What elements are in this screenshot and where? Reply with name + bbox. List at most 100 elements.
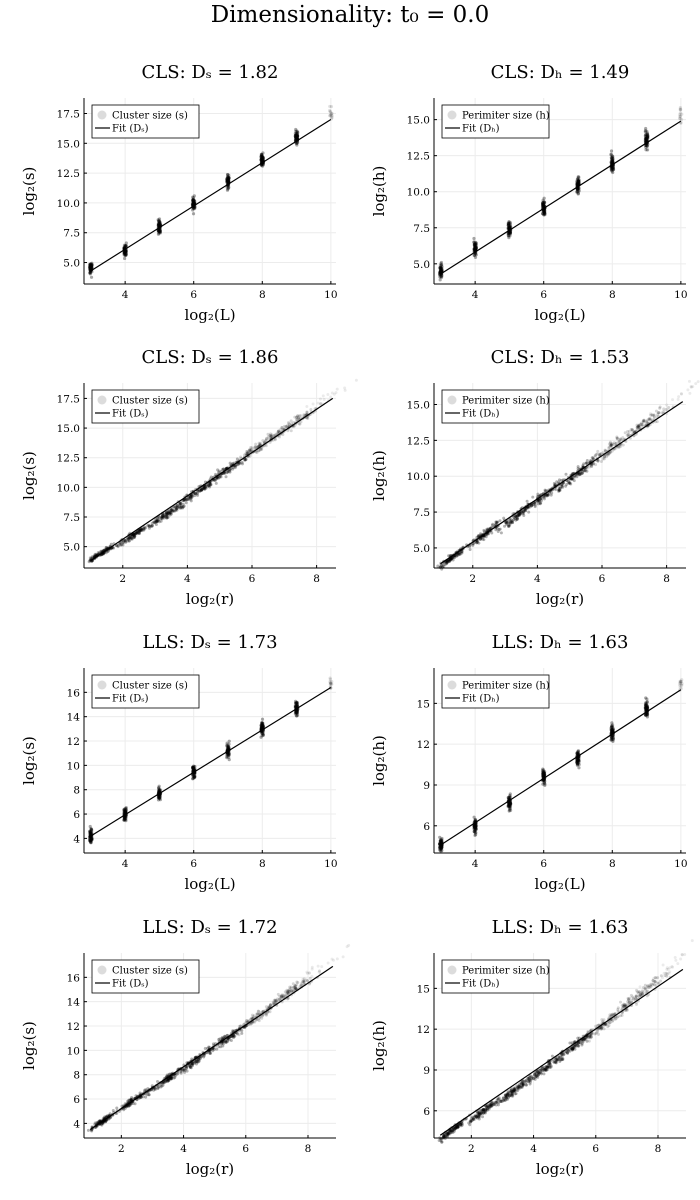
data-point [89,265,94,269]
data-point [614,442,618,446]
data-point [438,278,442,282]
data-point [89,265,93,269]
data-point [473,246,477,250]
data-point [610,156,614,160]
data-point [473,252,477,256]
data-point [472,1118,476,1122]
data-point [305,405,309,409]
data-point [260,155,265,159]
data-point [474,1115,478,1119]
data-point [227,755,231,759]
data-point [474,247,478,251]
legend: Perimiter size (h)Fit (Dₕ) [441,674,550,709]
data-point [438,271,442,275]
data-point [191,196,196,200]
data-point [539,1072,543,1076]
data-point [541,204,545,208]
data-point [111,546,115,550]
data-point [259,157,263,162]
data-point [89,827,93,831]
data-point [482,538,486,542]
data-point [542,208,547,212]
data-point [124,252,128,256]
data-point [657,411,661,415]
data-point [329,113,333,117]
data-point [191,202,195,206]
data-point [306,979,310,983]
data-point [158,230,162,234]
data-point [226,1038,230,1042]
data-point [439,266,443,271]
data-point [438,268,443,272]
data-point [542,209,546,213]
x-axis-label: log₂(r) [536,590,584,608]
data-point [472,243,477,247]
data-point [543,212,547,216]
data-point [537,1071,541,1075]
data-point [575,180,579,185]
data-point [159,222,163,227]
data-point [328,114,332,118]
data-point [90,265,94,270]
data-point [89,263,93,267]
data-point [507,234,511,238]
x-tick-label: 6 [190,858,197,870]
data-point [261,157,265,161]
data-point [542,210,546,215]
data-point [137,531,141,535]
y-tick-label: 8 [73,785,80,797]
data-point [439,268,444,272]
data-point [124,243,128,248]
data-point [88,265,93,269]
data-point [514,514,518,518]
data-point [541,201,545,205]
data-point [90,264,94,268]
y-tick-label: 15 [417,698,430,710]
data-point [123,249,127,253]
data-point [483,1109,487,1113]
x-tick-label: 8 [259,289,266,301]
x-tick-label: 4 [122,289,129,301]
data-point [330,114,334,118]
data-point [316,401,320,405]
data-point [305,970,309,974]
data-point [473,244,478,249]
data-point [317,970,321,974]
data-point [490,531,494,535]
data-point [541,202,545,207]
data-point [259,155,264,159]
data-point [506,226,511,230]
y-tick-label: 10.0 [57,198,80,210]
data-point [88,265,92,269]
data-point [508,792,512,796]
data-point [330,116,334,120]
data-point [576,182,580,186]
data-point [89,266,93,270]
data-point [577,188,581,192]
x-axis-label: log₂(r) [186,1160,234,1178]
data-point [227,179,231,183]
data-point [330,114,334,118]
data-point [226,180,230,184]
data-point [576,192,580,196]
data-point [440,269,444,273]
y-tick-label: 6 [73,1094,80,1106]
data-point [293,134,297,138]
data-point [508,226,512,230]
x-axis-label: log₂(r) [186,590,234,608]
data-point [583,467,587,471]
data-point [156,229,160,233]
data-point [225,178,229,182]
y-tick-label: 8 [73,1070,80,1082]
data-point [581,1040,585,1044]
legend-label-points: Cluster size (s) [112,396,188,407]
data-point [134,1094,138,1098]
data-point [157,230,161,234]
data-point [472,247,476,251]
data-point [527,510,531,514]
panel-title: LLS: Dₛ = 1.72 [142,917,277,938]
data-point [609,149,614,153]
y-tick-label: 12.5 [57,168,80,180]
data-point [575,177,579,181]
data-point [295,132,299,136]
